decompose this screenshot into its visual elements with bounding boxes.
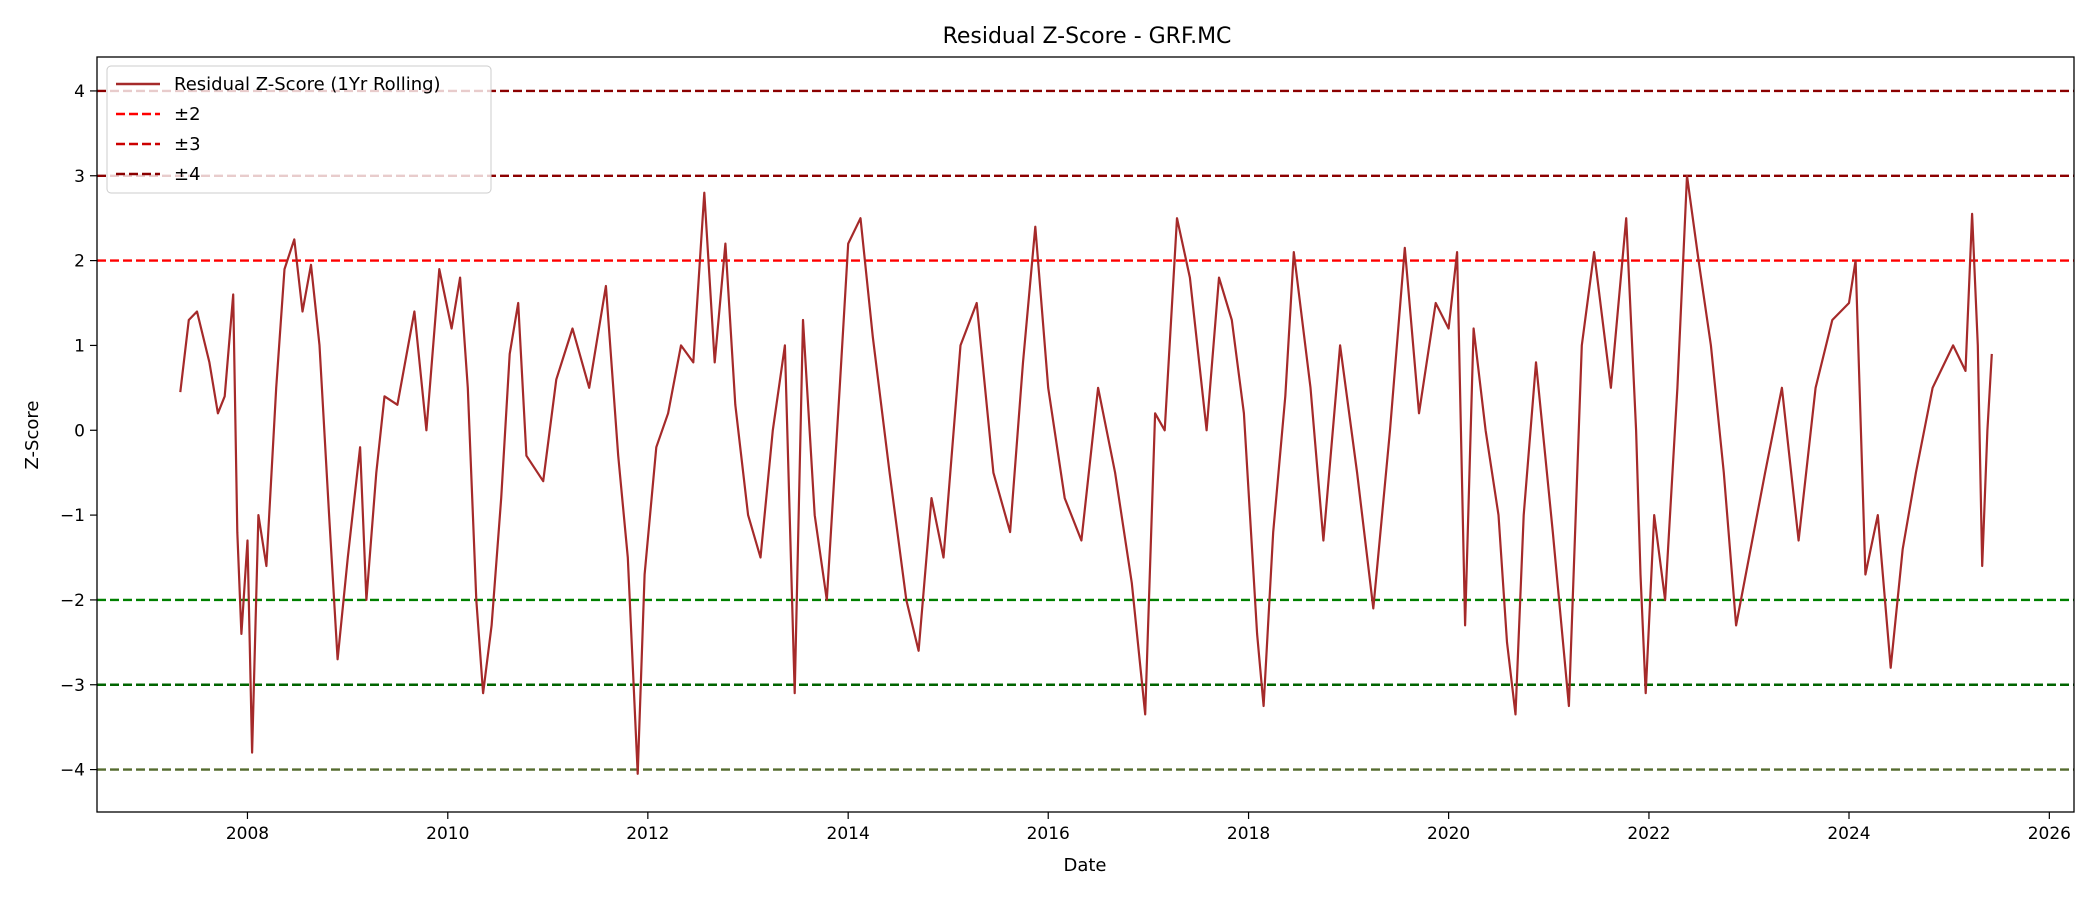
y-tick-label: 0 — [74, 421, 85, 441]
legend-label: ±3 — [174, 134, 201, 155]
y-tick-label: −3 — [60, 676, 85, 696]
y-tick-label: −4 — [60, 761, 85, 781]
series-lines — [179, 174, 1993, 775]
y-tick-label: 2 — [74, 252, 85, 272]
x-tick-label: 2010 — [426, 824, 469, 844]
y-tick-label: 4 — [74, 82, 85, 102]
series-line-residual-zscore — [179, 174, 1993, 775]
x-tick-label: 2008 — [226, 824, 269, 844]
x-tick-label: 2020 — [1427, 824, 1470, 844]
legend: Residual Z-Score (1Yr Rolling) ±2 ±3 ±4 — [106, 65, 492, 194]
y-tick-label: 1 — [74, 336, 85, 356]
x-tick-label: 2016 — [1027, 824, 1070, 844]
x-tick-label: 2022 — [1627, 824, 1670, 844]
plot-area-frame — [96, 56, 2075, 813]
y-tick-label: −1 — [60, 506, 85, 526]
x-tick-label: 2012 — [626, 824, 669, 844]
x-tick-label: 2024 — [1827, 824, 1870, 844]
legend-label: ±4 — [174, 164, 201, 185]
legend-label: ±2 — [174, 104, 201, 125]
y-tick-label: −2 — [60, 591, 85, 611]
legend-label: Residual Z-Score (1Yr Rolling) — [174, 74, 441, 95]
y-axis-title: Z-Score — [22, 401, 43, 470]
y-tick-label: 3 — [74, 167, 85, 187]
legend-box — [106, 65, 492, 194]
x-axis: 2008 2010 2012 2014 2016 2018 2020 2022 2024 2026 — [226, 812, 2071, 844]
y-axis: −4 −3 −2 −1 0 1 2 3 4 — [60, 82, 97, 781]
x-tick-label: 2014 — [827, 824, 870, 844]
chart-title: Residual Z-Score - GRF.MC — [943, 24, 1232, 49]
x-axis-title: Date — [1063, 855, 1106, 876]
x-tick-label: 2018 — [1227, 824, 1270, 844]
x-tick-label: 2026 — [2028, 824, 2071, 844]
